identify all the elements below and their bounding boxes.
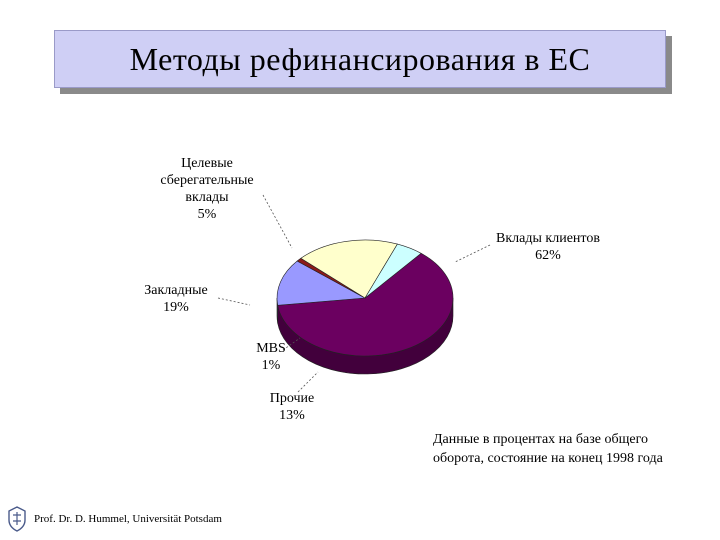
pie-slice-1 [276, 260, 367, 306]
title-box: Методы рефинансирования в ЕС [54, 30, 666, 88]
slice-label-2: MBS [256, 341, 286, 356]
slice-value-label-1: 13% [279, 408, 305, 423]
slice-value-label-0: 62% [535, 248, 561, 263]
university-logo-icon [8, 506, 26, 532]
slice-label-0: Вклады клиентов [496, 231, 600, 246]
data-note-line2: оборота, состояние на конец 1998 года [433, 451, 663, 466]
slice-value-label-3: 19% [163, 300, 189, 315]
slice-label-1: Прочие [270, 391, 315, 406]
slice-value-label-2: 1% [262, 358, 281, 373]
leader-line-1 [297, 371, 319, 393]
leader-line-4 [262, 194, 293, 249]
pie-slice-4 [364, 243, 422, 299]
data-note: Данные в процентах на базе общего оборот… [433, 430, 663, 468]
slice-label-3: Закладные [144, 283, 207, 298]
data-note-line1: Данные в процентах на базе общего [433, 432, 648, 447]
slide-title: Методы рефинансирования в ЕС [129, 40, 591, 77]
slice-label-4: Целевые [181, 156, 233, 171]
slice-label-4: вклады [185, 190, 229, 205]
slice-value-label-4: 5% [198, 207, 217, 222]
footer-credit: Prof. Dr. D. Hummel, Universität Potsdam [34, 513, 222, 525]
leader-line-0 [454, 244, 491, 263]
pie-slice-3 [300, 239, 398, 299]
leader-line-2 [282, 337, 301, 351]
leader-line-3 [217, 297, 251, 306]
pie-slice-0 [277, 252, 454, 357]
slice-label-4: сберегательные [160, 173, 253, 188]
